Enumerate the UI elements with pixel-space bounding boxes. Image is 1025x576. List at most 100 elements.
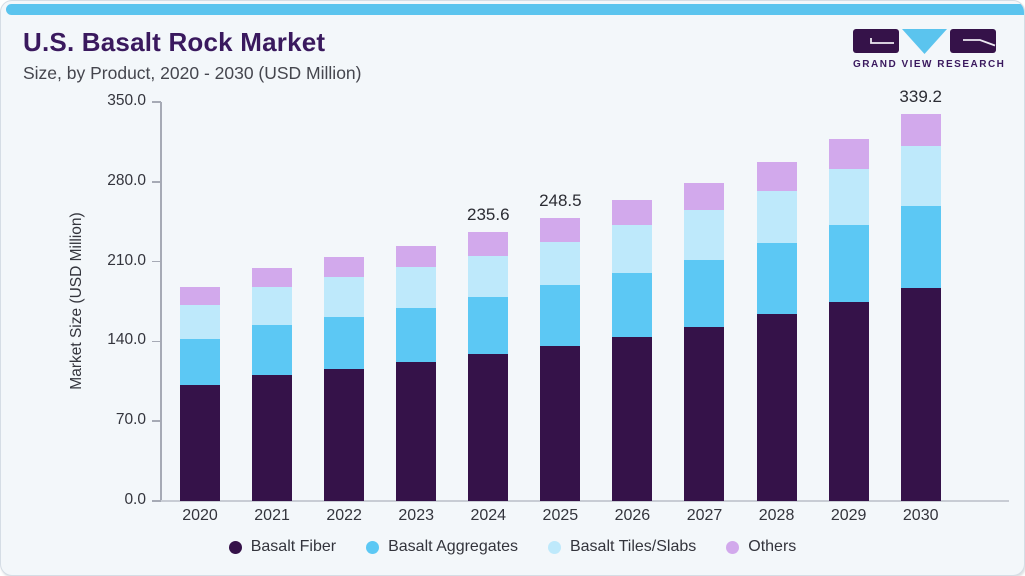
y-tick-mark [152,500,161,502]
legend-label: Basalt Tiles/Slabs [569,538,697,555]
y-tick-mark [152,101,161,103]
page-title: U.S. Basalt Rock Market [23,27,326,57]
x-tick-label: 2020 [182,507,218,524]
bar-2028 [756,162,797,501]
x-tick-label: 2030 [902,507,939,524]
x-tick-label: 2024 [470,507,507,524]
x-tick-label: 2028 [758,507,795,524]
x-tick-label: 2025 [542,507,579,524]
bar-segment [900,287,941,501]
bar-2024 [468,232,509,501]
y-tick-label: 350.0 [107,92,146,109]
bar-segment [468,232,509,256]
bar-segment [180,305,220,339]
accent-strip [6,4,1024,15]
bar-segment [684,209,725,260]
legend-dot-icon [228,540,242,554]
g-block-icon [853,29,899,53]
bar-segment [540,346,581,501]
bar-segment [828,168,869,226]
bar-segment [468,297,509,355]
bar-2020 [180,286,220,501]
y-tick-mark [152,181,161,183]
y-axis-line [160,102,162,501]
bar-total-label: 235.6 [466,205,510,225]
bar-segment [900,145,941,206]
bar-segment [900,114,941,146]
bar-total-label: 339.2 [899,87,942,107]
bar-segment [828,225,869,302]
bar-segment [180,385,220,501]
bar-segment [324,256,365,277]
bar-total-label: 248.5 [539,190,582,210]
bar-segment [540,217,581,242]
legend-item: Others [726,538,796,556]
bar-segment [252,286,293,325]
x-tick-label: 2027 [686,507,723,524]
grand-view-research-logo: GRAND VIEW RESEARCH [853,29,1006,70]
x-tick-label: 2029 [830,507,867,524]
y-tick-mark [152,420,161,422]
bar-2023 [396,245,437,501]
y-tick-mark [152,260,161,263]
bar-2029 [828,139,869,501]
chart-header: U.S. Basalt Rock Market Size, by Product… [23,27,361,84]
bar-segment [396,245,437,268]
x-axis-baseline [160,500,1009,502]
legend-dot-icon [366,540,380,554]
bar-2021 [252,267,293,501]
bar-segment [180,338,220,386]
legend-label: Basalt Fiber [250,538,337,555]
y-tick-label: 280.0 [107,171,146,189]
y-tick-label: 70.0 [115,411,146,429]
legend-item: Basalt Fiber [228,538,337,556]
bar-segment [756,314,797,501]
bar-segment [828,301,869,501]
bar-segment [252,324,293,375]
bar-segment [180,286,220,306]
bar-segment [396,307,437,362]
bar-2022 [324,256,365,501]
bar-2027 [684,182,725,501]
bar-2026 [612,200,653,501]
bar-segment [540,285,581,347]
bar-segment [756,162,797,192]
legend-item: Basalt Aggregates [366,538,518,556]
bar-segment [756,191,797,243]
x-tick-label: 2026 [614,507,651,524]
bar-segment [612,337,653,501]
x-tick-label: 2022 [326,507,362,524]
bar-segment [468,255,509,298]
y-tick-mark [152,340,161,343]
bar-2030 [900,114,941,501]
bar-segment [252,267,293,287]
bar-segment [612,225,653,273]
bar-segment [324,368,365,501]
bar-segment [756,242,797,315]
bar-segment [684,326,725,501]
logo-caption: GRAND VIEW RESEARCH [853,59,1006,70]
bar-segment [252,374,293,501]
legend-dot-icon [547,540,561,554]
legend-label: Basalt Aggregates [388,538,518,555]
bar-segment [684,259,725,327]
x-tick-label: 2023 [398,507,434,524]
chart-legend: Basalt Fiber Basalt Aggregates Basalt Tile… [1,538,1024,556]
bar-segment [540,241,581,286]
bar-segment [612,272,653,338]
legend-item: Basalt Tiles/Slabs [547,538,697,556]
bar-segment [396,267,437,308]
y-tick-label: 210.0 [107,251,146,269]
page-subtitle: Size, by Product, 2020 - 2030 (USD Milli… [23,63,362,83]
bar-segment [684,182,725,210]
bar-segment [324,316,365,369]
legend-label: Others [748,538,797,555]
bar-segment [828,139,869,169]
bar-segment [324,276,365,317]
logo-marks [853,29,996,54]
bar-segment [468,354,509,501]
y-tick-label: 140.0 [107,331,146,349]
x-tick-label: 2021 [254,507,290,524]
bar-2025 [540,217,581,501]
